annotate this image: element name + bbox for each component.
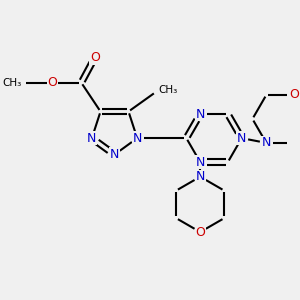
Text: N: N: [87, 132, 97, 145]
Text: O: O: [47, 76, 57, 89]
Text: CH₃: CH₃: [2, 78, 22, 88]
Text: N: N: [133, 132, 142, 145]
Text: CH₃: CH₃: [158, 85, 178, 95]
Text: N: N: [237, 132, 246, 145]
Text: O: O: [195, 226, 205, 238]
Text: N: N: [262, 136, 271, 149]
Text: N: N: [196, 108, 205, 121]
Text: N: N: [110, 148, 119, 161]
Text: O: O: [289, 88, 299, 101]
Text: O: O: [90, 51, 100, 64]
Text: N: N: [196, 156, 205, 169]
Text: N: N: [196, 170, 205, 183]
